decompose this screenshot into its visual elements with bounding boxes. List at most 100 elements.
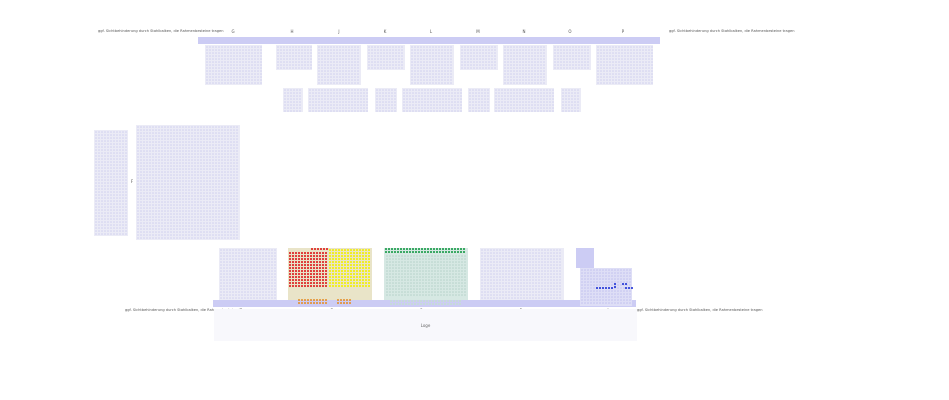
available-seat[interactable] <box>95 155 97 157</box>
available-seat[interactable] <box>648 79 650 81</box>
available-seat[interactable] <box>433 110 435 112</box>
available-seat[interactable] <box>612 52 614 54</box>
available-seat[interactable] <box>262 255 264 257</box>
available-seat[interactable] <box>253 252 255 254</box>
available-seat[interactable] <box>420 52 422 54</box>
available-seat[interactable] <box>182 141 184 143</box>
available-seat[interactable] <box>516 107 518 109</box>
available-seat[interactable] <box>516 92 518 94</box>
green-seat[interactable] <box>400 251 402 253</box>
available-seat[interactable] <box>543 55 545 57</box>
available-seat[interactable] <box>209 82 211 84</box>
available-seat[interactable] <box>215 159 217 161</box>
available-seat[interactable] <box>119 134 121 136</box>
available-seat[interactable] <box>452 285 454 287</box>
available-seat[interactable] <box>392 49 394 51</box>
available-seat[interactable] <box>312 89 314 91</box>
available-seat[interactable] <box>173 192 175 194</box>
available-seat[interactable] <box>318 107 320 109</box>
available-seat[interactable] <box>224 171 226 173</box>
available-seat[interactable] <box>122 218 124 220</box>
available-seat[interactable] <box>140 195 142 197</box>
available-seat[interactable] <box>440 258 442 260</box>
available-seat[interactable] <box>116 230 118 232</box>
available-seat[interactable] <box>481 89 483 91</box>
available-seat[interactable] <box>407 285 409 287</box>
available-seat[interactable] <box>557 67 559 69</box>
available-seat[interactable] <box>513 110 515 112</box>
available-seat[interactable] <box>98 206 100 208</box>
available-seat[interactable] <box>161 135 163 137</box>
red-seat[interactable] <box>325 273 327 275</box>
available-seat[interactable] <box>119 176 121 178</box>
available-seat[interactable] <box>398 67 400 69</box>
available-seat[interactable] <box>179 225 181 227</box>
available-seat[interactable] <box>420 70 422 72</box>
available-seat[interactable] <box>516 52 518 54</box>
available-seat[interactable] <box>262 264 264 266</box>
available-seat[interactable] <box>235 288 237 290</box>
available-seat[interactable] <box>446 264 448 266</box>
available-seat[interactable] <box>104 140 106 142</box>
available-seat[interactable] <box>289 52 291 54</box>
available-seat[interactable] <box>421 95 423 97</box>
available-seat[interactable] <box>420 76 422 78</box>
available-seat[interactable] <box>191 138 193 140</box>
available-seat[interactable] <box>572 55 574 57</box>
available-seat[interactable] <box>238 270 240 272</box>
yellow-seat[interactable] <box>356 279 358 281</box>
available-seat[interactable] <box>441 67 443 69</box>
available-seat[interactable] <box>447 55 449 57</box>
available-seat[interactable] <box>380 58 382 60</box>
available-seat[interactable] <box>167 147 169 149</box>
available-seat[interactable] <box>116 209 118 211</box>
available-seat[interactable] <box>333 82 335 84</box>
available-seat[interactable] <box>233 138 235 140</box>
available-seat[interactable] <box>621 46 623 48</box>
available-seat[interactable] <box>224 55 226 57</box>
available-seat[interactable] <box>194 126 196 128</box>
green-seat[interactable] <box>463 251 465 253</box>
available-seat[interactable] <box>158 153 160 155</box>
available-seat[interactable] <box>422 273 424 275</box>
available-seat[interactable] <box>226 276 228 278</box>
available-seat[interactable] <box>501 95 503 97</box>
available-seat[interactable] <box>327 107 329 109</box>
available-seat[interactable] <box>254 82 256 84</box>
red-seat[interactable] <box>292 252 294 254</box>
available-seat[interactable] <box>280 61 282 63</box>
available-seat[interactable] <box>170 162 172 164</box>
available-seat[interactable] <box>227 67 229 69</box>
yellow-seat[interactable] <box>338 270 340 272</box>
available-seat[interactable] <box>212 159 214 161</box>
green-seat[interactable] <box>439 251 441 253</box>
available-seat[interactable] <box>615 49 617 51</box>
available-seat[interactable] <box>230 162 232 164</box>
available-seat[interactable] <box>636 64 638 66</box>
available-seat[interactable] <box>494 52 496 54</box>
available-seat[interactable] <box>348 95 350 97</box>
available-seat[interactable] <box>206 70 208 72</box>
green-seat[interactable] <box>406 251 408 253</box>
available-seat[interactable] <box>406 101 408 103</box>
available-seat[interactable] <box>143 174 145 176</box>
available-seat[interactable] <box>504 104 506 106</box>
available-seat[interactable] <box>98 164 100 166</box>
available-seat[interactable] <box>495 107 497 109</box>
available-seat[interactable] <box>543 58 545 60</box>
available-seat[interactable] <box>218 162 220 164</box>
available-seat[interactable] <box>176 147 178 149</box>
available-seat[interactable] <box>236 216 238 218</box>
available-seat[interactable] <box>409 92 411 94</box>
available-seat[interactable] <box>574 95 576 97</box>
available-seat[interactable] <box>534 104 536 106</box>
available-seat[interactable] <box>236 198 238 200</box>
available-seat[interactable] <box>443 264 445 266</box>
available-seat[interactable] <box>458 282 460 284</box>
available-seat[interactable] <box>143 135 145 137</box>
available-seat[interactable] <box>391 98 393 100</box>
available-seat[interactable] <box>191 168 193 170</box>
available-seat[interactable] <box>438 76 440 78</box>
available-seat[interactable] <box>229 291 231 293</box>
available-seat[interactable] <box>170 198 172 200</box>
